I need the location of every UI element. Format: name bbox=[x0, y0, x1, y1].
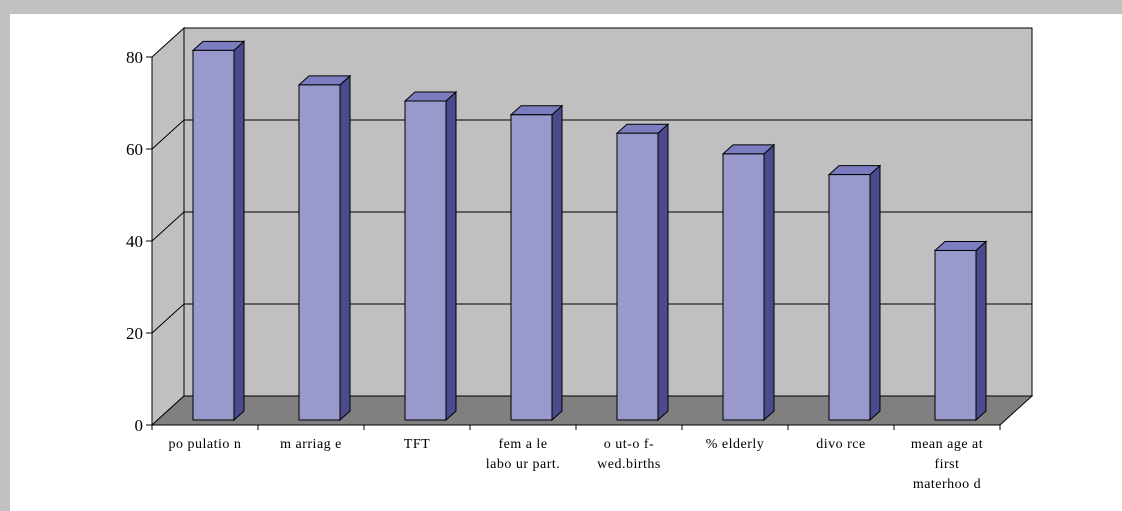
x-tick-label: divo rce bbox=[816, 437, 865, 452]
bar-side bbox=[763, 143, 775, 422]
x-axis-ticks: po pulatio n m arriag e TFT fem a le labo ur… bbox=[151, 425, 1001, 492]
bar bbox=[933, 240, 988, 422]
x-tick-label: mean age at first materhoo d bbox=[911, 437, 983, 492]
chart-walls bbox=[150, 26, 1034, 427]
x-tick-label-line: po pulatio n bbox=[169, 437, 242, 452]
bar bbox=[297, 74, 352, 422]
bar-side bbox=[657, 123, 669, 422]
bar bbox=[403, 90, 458, 422]
bar-front bbox=[298, 84, 341, 421]
bars bbox=[191, 40, 988, 422]
x-tick-label-line: first bbox=[934, 457, 959, 472]
y-tick-label: 0 bbox=[135, 416, 144, 435]
x-tick-label-line: labo ur part. bbox=[486, 457, 561, 472]
bar-front bbox=[404, 100, 447, 421]
bar-front bbox=[828, 174, 871, 421]
bar-front bbox=[616, 132, 659, 421]
x-tick-label-line: divo rce bbox=[816, 437, 865, 452]
y-tick-label: 20 bbox=[126, 324, 143, 343]
bar bbox=[721, 143, 776, 422]
x-tick-label: po pulatio n bbox=[169, 437, 242, 452]
x-tick-label-line: materhoo d bbox=[913, 477, 981, 492]
bar-front bbox=[510, 114, 553, 421]
x-tick-label: o ut-o f-wed.births bbox=[597, 437, 661, 472]
y-tick-label: 80 bbox=[126, 48, 143, 67]
bar-front bbox=[192, 49, 235, 421]
bar bbox=[827, 164, 882, 422]
bar-chart: 0 20 40 60 80 po pulatio n m arriag e TFT fem a… bbox=[126, 26, 1034, 492]
bar bbox=[615, 123, 670, 422]
chart-frame: 0 20 40 60 80 po pulatio n m arriag e TFT fem a… bbox=[10, 14, 1122, 511]
gridline bbox=[151, 119, 1032, 150]
y-tick-label: 40 bbox=[126, 232, 143, 251]
y-axis-ticks: 0 20 40 60 80 bbox=[126, 48, 152, 435]
x-tick-label: % elderly bbox=[706, 437, 765, 452]
x-tick-label-line: fem a le bbox=[498, 437, 547, 452]
bar bbox=[509, 104, 564, 422]
y-tick-label: 60 bbox=[126, 140, 143, 159]
bar-side bbox=[339, 74, 351, 422]
x-tick-label: TFT bbox=[404, 437, 430, 452]
bar-side bbox=[869, 164, 881, 422]
bar-side bbox=[975, 240, 987, 422]
x-tick-label-line: TFT bbox=[404, 437, 430, 452]
x-tick-label: m arriag e bbox=[280, 437, 342, 452]
bar-front bbox=[934, 250, 977, 421]
bar bbox=[191, 40, 246, 422]
x-tick-label-line: o ut-o f- bbox=[604, 437, 654, 452]
floor bbox=[150, 395, 1034, 426]
x-tick-label-line: % elderly bbox=[706, 437, 765, 452]
bar-side bbox=[233, 40, 245, 422]
x-tick-label: fem a le labo ur part. bbox=[486, 437, 561, 472]
bar-front bbox=[722, 153, 765, 421]
x-tick-label-line: wed.births bbox=[597, 457, 661, 472]
x-tick-label-line: mean age at bbox=[911, 437, 983, 452]
x-tick-label-line: m arriag e bbox=[280, 437, 342, 452]
bar-side bbox=[551, 104, 563, 422]
bar-side bbox=[445, 90, 457, 422]
